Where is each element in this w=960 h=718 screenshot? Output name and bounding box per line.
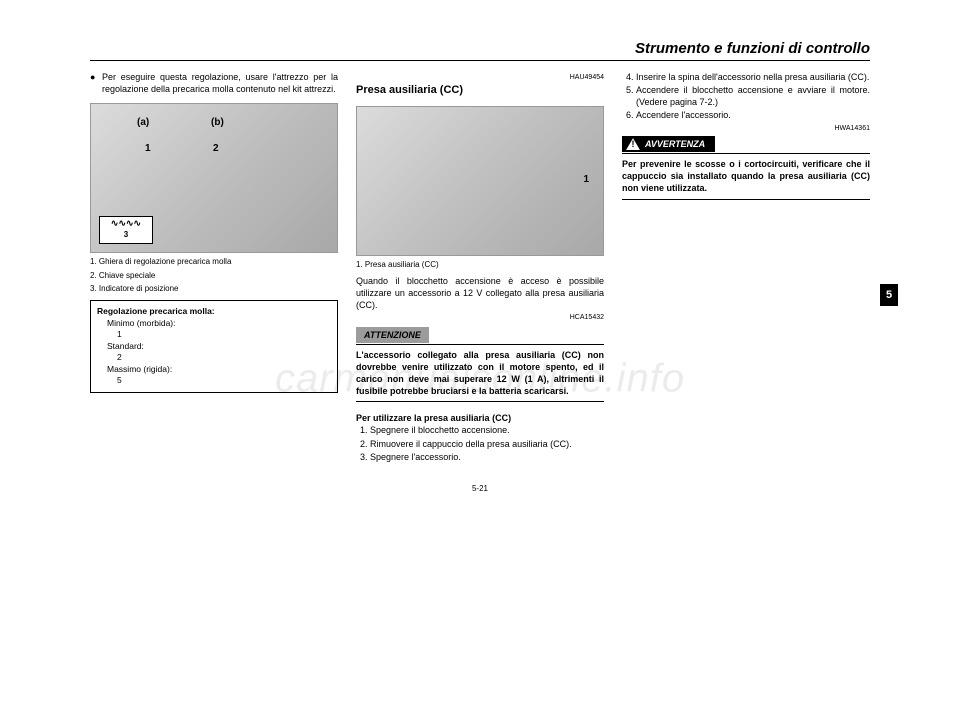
figure-caption-3: 3. Indicatore di posizione <box>90 284 338 294</box>
spec-row-value: 1 <box>97 329 331 340</box>
spec-row-value: 5 <box>97 375 331 386</box>
warning-label-text: AVVERTENZA <box>645 138 705 150</box>
figure-label-2: 2 <box>213 142 219 156</box>
column-3: Inserire la spina dell'accessorio nella … <box>622 71 870 464</box>
bullet-item: ● Per eseguire questa regolazione, usare… <box>90 71 338 95</box>
warning-text: Per prevenire le scosse o i cortocircuit… <box>622 158 870 194</box>
spec-row-value: 2 <box>97 352 331 363</box>
sub-title: Per utilizzare la presa ausiliaria (CC) <box>356 412 604 424</box>
step-item: Spegnere il blocchetto accensione. <box>370 424 604 436</box>
figure-label-1: 1 <box>583 173 589 187</box>
step-item: Accendere il blocchetto accensione e avv… <box>636 84 870 108</box>
column-1: ● Per eseguire questa regolazione, usare… <box>90 71 338 464</box>
manual-page: Strumento e funzioni di controllo ● Per … <box>70 40 890 493</box>
paragraph: Quando il blocchetto accensione è acceso… <box>356 275 604 311</box>
step-item: Rimuovere il cappuccio della presa ausil… <box>370 438 604 450</box>
inset-number: 3 <box>124 230 128 241</box>
column-2: HAU49454 Presa ausiliaria (CC) 1 1. Pres… <box>356 71 604 464</box>
chapter-tab: 5 <box>880 284 898 306</box>
content-columns: ● Per eseguire questa regolazione, usare… <box>90 71 870 464</box>
steps-list-a: Spegnere il blocchetto accensione. Rimuo… <box>370 424 604 462</box>
divider <box>622 199 870 200</box>
figure-caption: 1. Presa ausiliaria (CC) <box>356 260 604 270</box>
figure-label-b: (b) <box>211 116 224 130</box>
spec-row-label: Massimo (rigida): <box>97 364 331 375</box>
figure-label-a: (a) <box>137 116 149 130</box>
steps-list-b: Inserire la spina dell'accessorio nella … <box>636 71 870 122</box>
warning-label: ! AVVERTENZA <box>622 136 715 152</box>
figure-inset: ∿∿∿∿ 3 <box>99 216 153 244</box>
warning-triangle-icon: ! <box>626 138 640 150</box>
step-item: Spegnere l'accessorio. <box>370 451 604 463</box>
page-footer: 5-21 <box>90 484 870 493</box>
step-item: Inserire la spina dell'accessorio nella … <box>636 71 870 83</box>
ref-code: HCA15432 <box>356 313 604 322</box>
attention-underline <box>356 343 604 345</box>
page-header: Strumento e funzioni di controllo <box>90 40 870 61</box>
attention-label: ATTENZIONE <box>356 327 429 343</box>
step-item: Accendere l'accessorio. <box>636 109 870 121</box>
spec-box: Regolazione precarica molla: Minimo (mor… <box>90 300 338 392</box>
bullet-text: Per eseguire questa regolazione, usare l… <box>102 71 338 95</box>
figure-caption-1: 1. Ghiera di regolazione precarica molla <box>90 257 338 267</box>
section-title: Presa ausiliaria (CC) <box>356 83 604 98</box>
spec-row-label: Standard: <box>97 341 331 352</box>
header-title: Strumento e funzioni di controllo <box>90 40 870 57</box>
spec-title: Regolazione precarica molla: <box>97 306 331 317</box>
bullet-icon: ● <box>90 71 102 95</box>
figure-label-1: 1 <box>145 142 151 156</box>
divider <box>356 401 604 402</box>
figure-aux-socket: 1 <box>356 106 604 256</box>
ref-code: HAU49454 <box>356 73 604 82</box>
attention-text: L'accessorio collegato alla presa ausili… <box>356 349 604 398</box>
figure-caption-2: 2. Chiave speciale <box>90 271 338 281</box>
inset-wave-icon: ∿∿∿∿ <box>111 219 141 228</box>
ref-code: HWA14361 <box>622 124 870 133</box>
warning-underline <box>622 152 870 154</box>
spec-row-label: Minimo (morbida): <box>97 318 331 329</box>
figure-spring-adjustment: (a) (b) 1 2 ∿∿∿∿ 3 <box>90 103 338 253</box>
